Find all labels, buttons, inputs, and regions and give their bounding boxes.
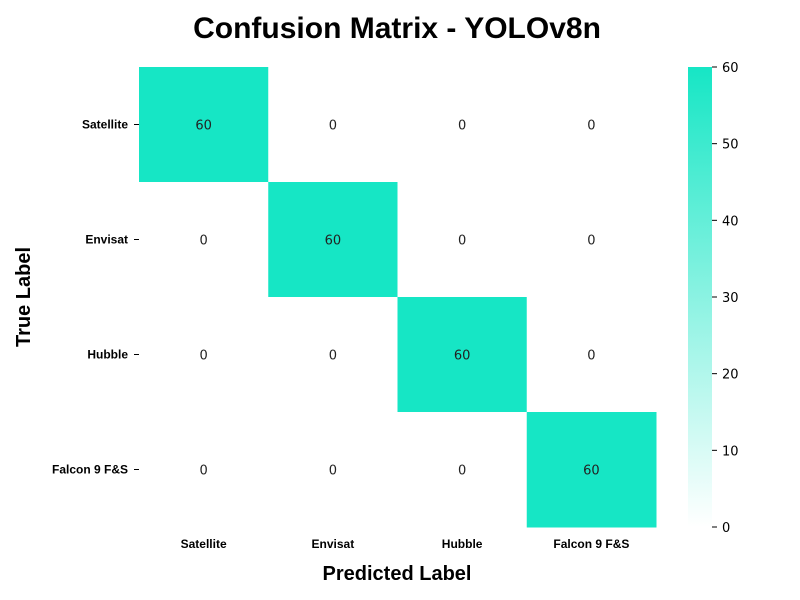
y-axis-title: True Label: [13, 247, 35, 347]
cell-value-label: 0: [458, 234, 466, 249]
heatmap-cell: [268, 412, 398, 528]
x-tick-label: Satellite: [181, 537, 227, 551]
cell-value-label: 0: [329, 349, 337, 364]
heatmap-cell: [397, 412, 528, 528]
heatmap-cell: [139, 182, 269, 298]
cell-value-label: 60: [583, 464, 600, 479]
heatmap-cell: [139, 412, 269, 528]
heatmap-cell: [139, 297, 269, 413]
x-tick-label: Falcon 9 F&S: [553, 537, 629, 551]
y-axis-ticks: Satellite Envisat Hubble Falcon 9 F&S: [52, 118, 139, 477]
colorbar-tick-label: 20: [722, 368, 739, 383]
colorbar-tick-label: 40: [722, 214, 739, 229]
chart-title: Confusion Matrix - YOLOv8n: [193, 12, 601, 45]
heatmap-cell: [526, 412, 657, 528]
colorbar-tick-label: 60: [722, 61, 739, 76]
heatmap-cell: [397, 297, 528, 413]
cell-value-label: 0: [587, 349, 595, 364]
cell-value-label: 0: [458, 464, 466, 479]
y-tick-label: Envisat: [85, 233, 128, 247]
heatmap-cell: [397, 182, 528, 298]
cell-value-label: 0: [458, 119, 466, 134]
heatmap-cell: [268, 297, 398, 413]
cell-value-label: 0: [329, 119, 337, 134]
y-tick-label: Falcon 9 F&S: [52, 463, 128, 477]
colorbar-tick-label: 30: [722, 291, 739, 306]
x-tick-label: Hubble: [442, 537, 483, 551]
cell-value-label: 0: [199, 349, 207, 364]
heatmap-cell: [139, 67, 269, 183]
heatmap-cell: [268, 182, 398, 298]
y-tick-label: Satellite: [82, 118, 128, 132]
heatmap-cell: [268, 67, 398, 183]
colorbar: [688, 67, 712, 527]
x-axis-title: Predicted Label: [323, 563, 472, 585]
cell-value-label: 0: [199, 464, 207, 479]
heatmap-cell: [397, 67, 528, 183]
x-tick-label: Envisat: [312, 537, 355, 551]
cell-value-label: 0: [199, 234, 207, 249]
heatmap-cell: [526, 67, 657, 183]
cell-value-label: 60: [325, 234, 342, 249]
cell-value-label: 60: [454, 349, 471, 364]
x-axis-ticks: Satellite Envisat Hubble Falcon 9 F&S: [181, 537, 630, 551]
cell-value-label: 0: [587, 119, 595, 134]
colorbar-ticks: 0 10 20 30 40 50 60: [712, 61, 739, 536]
cell-value-label: 0: [587, 234, 595, 249]
y-tick-label: Hubble: [87, 348, 128, 362]
colorbar-tick-label: 50: [722, 138, 739, 153]
heatmap-cell: [526, 297, 657, 413]
colorbar-tick-label: 0: [722, 521, 730, 536]
colorbar-tick-label: 10: [722, 444, 739, 459]
cell-value-label: 60: [195, 119, 212, 134]
heatmap-cells: 60 0 0 0 0 60 0 0 0 0 60 0 0 0 0 60: [139, 67, 657, 528]
heatmap-cell: [526, 182, 657, 298]
cell-value-label: 0: [329, 464, 337, 479]
